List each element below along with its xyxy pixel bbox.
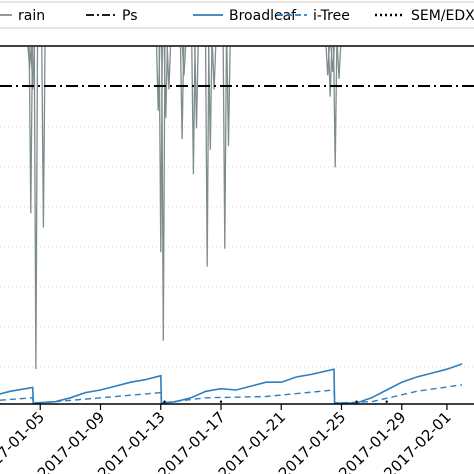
rain-spike	[204, 46, 210, 267]
rain-spike	[33, 46, 39, 370]
rain-spike	[163, 46, 169, 118]
rain-spike	[166, 46, 172, 90]
grid-lines	[0, 126, 474, 368]
rain-spike	[226, 46, 231, 147]
legend-label: SEM/EDX	[411, 8, 474, 24]
rain-spike	[41, 46, 46, 228]
broadleaf-line	[0, 363, 463, 404]
sem-edx-point	[219, 400, 223, 403]
legend-label: Broadleaf	[229, 8, 297, 24]
rain-spike	[181, 46, 187, 76]
sem-edx-point	[163, 400, 166, 403]
rain-spike	[332, 46, 338, 168]
legend-label: Ps	[122, 8, 138, 24]
rain-spike	[194, 46, 199, 129]
x-axis-ticks: 2017-01-052017-01-092017-01-132017-01-17…	[0, 404, 455, 474]
rain-spike	[179, 46, 185, 140]
rain-spike	[28, 46, 34, 214]
rain-spike	[336, 46, 342, 79]
axes	[0, 45, 474, 405]
rain-spike	[161, 46, 166, 341]
rain-spike	[327, 46, 333, 97]
legend-label: rain	[18, 8, 45, 24]
sem-edx-point	[355, 400, 358, 403]
legend: rain Ps Broadleaf i-Tree SEM/EDX	[0, 1, 474, 29]
rain-spike	[211, 46, 217, 90]
series-layer	[0, 46, 474, 404]
rain-spike	[208, 46, 213, 150]
legend-label: i-Tree	[313, 8, 350, 24]
rain-spike	[222, 46, 228, 249]
rain-spike	[191, 46, 196, 175]
legend-box	[0, 1, 474, 29]
sem-edx-point	[385, 400, 388, 403]
